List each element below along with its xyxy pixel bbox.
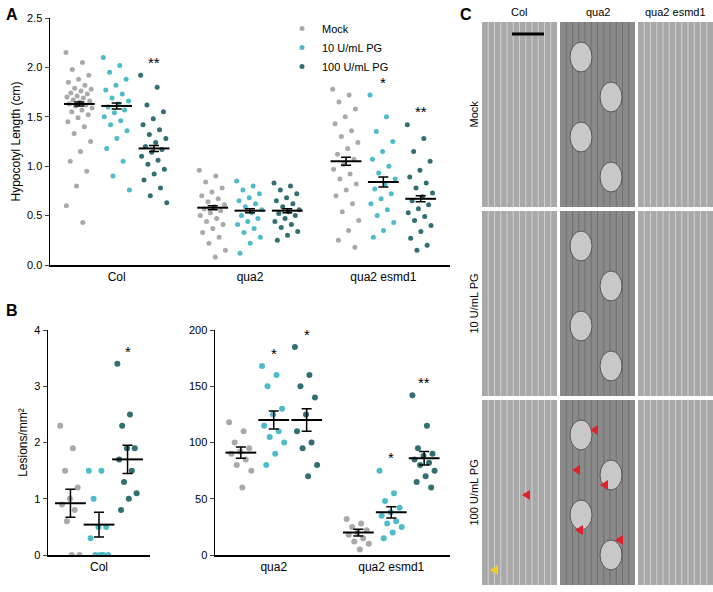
- svg-text:100: 100: [189, 436, 207, 448]
- svg-text:0.5: 0.5: [27, 209, 42, 221]
- svg-text:1.0: 1.0: [27, 160, 42, 172]
- svg-text:100 U/mL PG: 100 U/mL PG: [322, 61, 388, 73]
- svg-text:qua2: qua2: [260, 560, 287, 574]
- svg-text:1.5: 1.5: [27, 111, 42, 123]
- svg-text:*: *: [388, 449, 394, 466]
- svg-text:*: *: [125, 343, 131, 360]
- svg-text:10 U/mL PG: 10 U/mL PG: [468, 273, 480, 333]
- svg-text:qua2 esmd1: qua2 esmd1: [350, 270, 416, 284]
- svg-text:C: C: [460, 6, 472, 23]
- svg-text:200: 200: [189, 324, 207, 336]
- svg-text:4: 4: [34, 324, 40, 336]
- svg-text:1: 1: [34, 493, 40, 505]
- svg-text:2: 2: [34, 436, 40, 448]
- svg-text:A: A: [6, 6, 18, 23]
- svg-text:**: **: [415, 103, 427, 120]
- svg-text:qua2 esmd1: qua2 esmd1: [358, 560, 424, 574]
- svg-text:Lesions/mm²: Lesions/mm²: [16, 408, 30, 477]
- svg-text:3: 3: [34, 380, 40, 392]
- svg-text:Hypocotyl Length (cm): Hypocotyl Length (cm): [9, 81, 23, 201]
- svg-text:0.0: 0.0: [27, 259, 42, 271]
- svg-text:100 U/mL PG: 100 U/mL PG: [468, 459, 480, 525]
- svg-text:*: *: [304, 326, 310, 343]
- svg-text:**: **: [148, 54, 160, 71]
- svg-text:qua2 esmd1: qua2 esmd1: [645, 6, 706, 18]
- svg-text:50: 50: [195, 493, 207, 505]
- svg-text:150: 150: [189, 380, 207, 392]
- svg-text:*: *: [380, 74, 386, 91]
- svg-text:2.0: 2.0: [27, 61, 42, 73]
- svg-text:10 U/mL PG: 10 U/mL PG: [322, 42, 382, 54]
- svg-text:0: 0: [34, 549, 40, 561]
- svg-text:B: B: [6, 302, 18, 319]
- svg-text:**: **: [418, 374, 430, 391]
- svg-text:*: *: [271, 345, 277, 362]
- svg-text:Mock: Mock: [468, 101, 480, 128]
- svg-text:Col: Col: [108, 270, 126, 284]
- svg-text:Mock: Mock: [322, 23, 349, 35]
- svg-text:0: 0: [201, 549, 207, 561]
- svg-text:Col: Col: [511, 6, 528, 18]
- svg-text:Col: Col: [90, 560, 108, 574]
- svg-text:qua2: qua2: [586, 6, 610, 18]
- svg-text:2.5: 2.5: [27, 12, 42, 24]
- svg-text:qua2: qua2: [237, 270, 264, 284]
